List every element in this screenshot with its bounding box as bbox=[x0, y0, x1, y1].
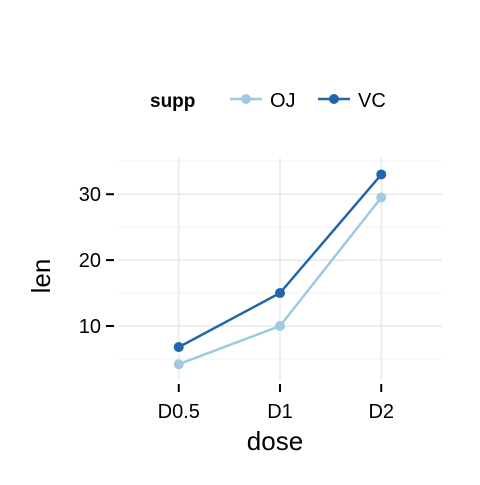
legend-title: supp bbox=[150, 91, 195, 112]
y-tick-label-10: 10 bbox=[79, 316, 101, 338]
series-layer bbox=[173, 169, 387, 370]
point-oj-d2 bbox=[376, 192, 387, 203]
x-tick-label-d1: D1 bbox=[267, 401, 293, 423]
x-axis: D0.5 D1 D2 bbox=[158, 384, 394, 423]
x-axis-title: dose bbox=[247, 426, 303, 456]
y-axis-title: len bbox=[26, 259, 56, 294]
legend: supp OJ VC bbox=[150, 90, 386, 112]
legend-key-point-oj bbox=[241, 94, 251, 104]
x-tick-label-d2: D2 bbox=[368, 401, 394, 423]
x-tick-label-d0-5: D0.5 bbox=[158, 401, 200, 423]
point-vc-d0-5 bbox=[173, 342, 184, 353]
point-vc-d2 bbox=[376, 169, 387, 180]
point-oj-d0-5 bbox=[173, 359, 184, 370]
y-axis: 10 20 30 bbox=[79, 184, 114, 338]
legend-items: OJ VC bbox=[230, 90, 386, 112]
series-vc bbox=[173, 169, 387, 353]
y-tick-label-30: 30 bbox=[79, 184, 101, 206]
y-tick-label-20: 20 bbox=[79, 250, 101, 272]
point-oj-d1 bbox=[275, 320, 285, 331]
series-oj bbox=[173, 192, 387, 370]
plot-area bbox=[118, 158, 442, 380]
legend-label-oj: OJ bbox=[270, 90, 296, 112]
legend-item-oj: OJ bbox=[230, 90, 296, 112]
legend-label-vc: VC bbox=[358, 90, 386, 112]
legend-item-vc: VC bbox=[318, 90, 386, 112]
point-vc-d1 bbox=[275, 288, 285, 299]
legend-key-point-vc bbox=[329, 94, 339, 104]
grid bbox=[118, 158, 442, 380]
